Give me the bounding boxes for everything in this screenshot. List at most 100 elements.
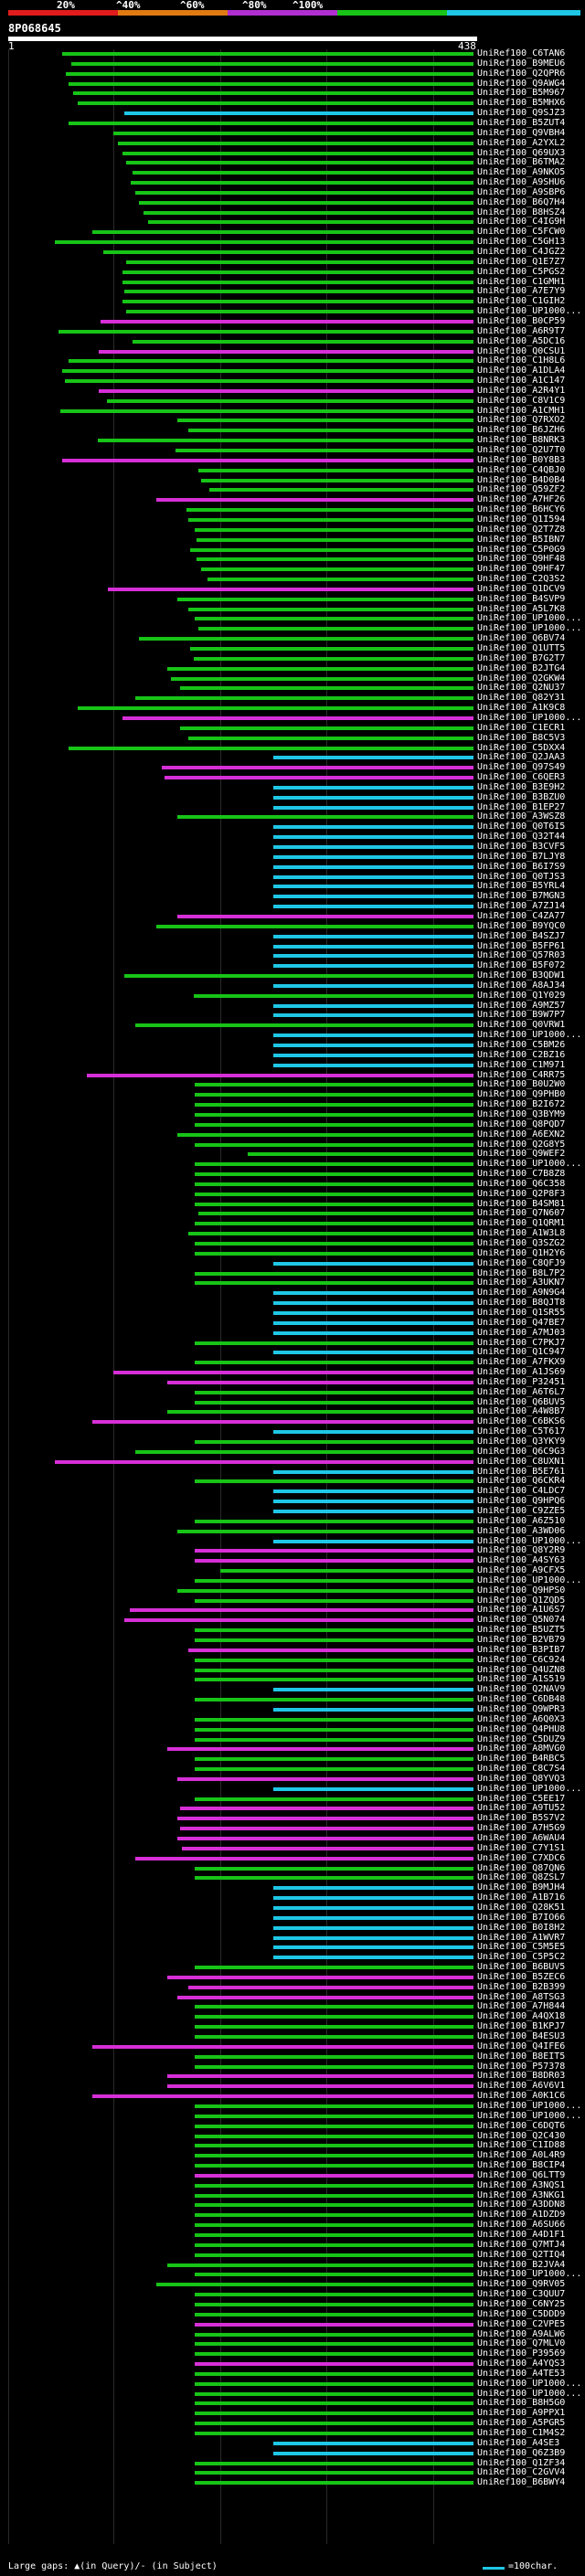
hit-label[interactable]: UniRef100_A7MJ03 (477, 1328, 566, 1338)
hit-bar[interactable] (98, 439, 473, 442)
hit-bar[interactable] (195, 2223, 473, 2227)
hit-bar[interactable] (188, 1986, 473, 1989)
hit-label[interactable]: UniRef100_B8H5G0 (477, 2398, 566, 2408)
hit-label[interactable]: UniRef100_UP1000... (477, 623, 582, 633)
hit-bar[interactable] (188, 737, 473, 740)
hit-bar[interactable] (195, 2164, 473, 2168)
hit-label[interactable]: UniRef100_C1M4S2 (477, 2428, 566, 2438)
hit-label[interactable]: UniRef100_UP1000... (477, 1784, 582, 1794)
hit-bar[interactable] (195, 1361, 473, 1364)
hit-label[interactable]: UniRef100_B1EP27 (477, 802, 566, 812)
hit-bar[interactable] (167, 1747, 473, 1751)
hit-bar[interactable] (139, 637, 473, 641)
hit-label[interactable]: UniRef100_Q1H2Y6 (477, 1248, 566, 1258)
hit-bar[interactable] (195, 1281, 473, 1285)
hit-label[interactable]: UniRef100_A0L4R9 (477, 2150, 566, 2160)
hit-bar[interactable] (162, 766, 473, 769)
hit-label[interactable]: UniRef100_B3E9H2 (477, 782, 566, 792)
hit-label[interactable]: UniRef100_C4IG9H (477, 217, 566, 227)
hit-bar[interactable] (195, 1401, 473, 1405)
hit-bar[interactable] (122, 270, 473, 274)
hit-bar[interactable] (144, 211, 473, 215)
hit-bar[interactable] (273, 1470, 473, 1474)
hit-bar[interactable] (177, 915, 473, 918)
hit-label[interactable]: UniRef100_B9MJH4 (477, 1882, 566, 1892)
hit-label[interactable]: UniRef100_B0I8H2 (477, 1923, 566, 1933)
hit-label[interactable]: UniRef100_UP1000... (477, 306, 582, 316)
hit-label[interactable]: UniRef100_B3PIB7 (477, 1645, 566, 1655)
hit-label[interactable]: UniRef100_C6TAN6 (477, 48, 566, 58)
hit-bar[interactable] (195, 1669, 473, 1672)
hit-label[interactable]: UniRef100_A1JS69 (477, 1367, 566, 1377)
hit-label[interactable]: UniRef100_C9ZZE5 (477, 1506, 566, 1516)
hit-label[interactable]: UniRef100_C1M971 (477, 1060, 566, 1070)
hit-label[interactable]: UniRef100_A7H5G9 (477, 1823, 566, 1833)
hit-label[interactable]: UniRef100_A7ZJ14 (477, 901, 566, 911)
hit-bar[interactable] (195, 2025, 473, 2029)
hit-bar[interactable] (195, 2144, 473, 2147)
hit-bar[interactable] (139, 201, 473, 205)
hit-label[interactable]: UniRef100_C1H8L6 (477, 355, 566, 366)
hit-label[interactable]: UniRef100_B5MHX6 (477, 98, 566, 108)
hit-label[interactable]: UniRef100_B3QDW1 (477, 970, 566, 981)
hit-bar[interactable] (273, 1430, 473, 1434)
hit-label[interactable]: UniRef100_A1U6S7 (477, 1605, 566, 1615)
hit-label[interactable]: UniRef100_B1KPJ7 (477, 2021, 566, 2031)
hit-label[interactable]: UniRef100_C7PKJ7 (477, 1338, 566, 1348)
hit-bar[interactable] (273, 984, 473, 988)
hit-label[interactable]: UniRef100_B5FP61 (477, 941, 566, 951)
hit-bar[interactable] (195, 1797, 473, 1801)
hit-label[interactable]: UniRef100_Q2G8Y5 (477, 1140, 566, 1150)
hit-bar[interactable] (195, 1479, 473, 1483)
hit-label[interactable]: UniRef100_C7Y1S1 (477, 1843, 566, 1853)
hit-bar[interactable] (62, 369, 473, 373)
hit-bar[interactable] (273, 1013, 473, 1017)
hit-label[interactable]: UniRef100_B2B399 (477, 1982, 566, 1992)
hit-bar[interactable] (195, 2065, 473, 2069)
hit-label[interactable]: UniRef100_C2Q3S2 (477, 574, 566, 584)
hit-bar[interactable] (195, 2422, 473, 2425)
hit-bar[interactable] (188, 429, 473, 432)
hit-label[interactable]: UniRef100_Q0VRW1 (477, 1020, 566, 1030)
hit-label[interactable]: UniRef100_UP1000... (477, 1575, 582, 1585)
hit-label[interactable]: UniRef100_A3NKG1 (477, 2190, 566, 2200)
hit-bar[interactable] (195, 2174, 473, 2178)
hit-label[interactable]: UniRef100_Q1ZQD5 (477, 1595, 566, 1606)
hit-bar[interactable] (195, 1440, 473, 1444)
hit-label[interactable]: UniRef100_A4TE53 (477, 2369, 566, 2379)
hit-bar[interactable] (273, 1896, 473, 1900)
hit-label[interactable]: UniRef100_A4QX18 (477, 2011, 566, 2021)
hit-label[interactable]: UniRef100_Q9SJZ3 (477, 108, 566, 118)
hit-bar[interactable] (195, 2055, 473, 2059)
hit-label[interactable]: UniRef100_A3WD06 (477, 1526, 566, 1536)
hit-label[interactable]: UniRef100_B7MGN3 (477, 891, 566, 901)
hit-bar[interactable] (182, 1847, 473, 1850)
hit-bar[interactable] (66, 72, 473, 76)
hit-bar[interactable] (273, 2452, 473, 2455)
hit-label[interactable]: UniRef100_A6Z510 (477, 1516, 566, 1526)
hit-bar[interactable] (273, 1321, 473, 1325)
hit-label[interactable]: UniRef100_C6C924 (477, 1655, 566, 1665)
hit-label[interactable]: UniRef100_C4RR75 (477, 1070, 566, 1080)
hit-bar[interactable] (273, 1311, 473, 1315)
hit-label[interactable]: UniRef100_C4QBJ0 (477, 465, 566, 475)
hit-bar[interactable] (133, 340, 473, 344)
hit-bar[interactable] (78, 706, 473, 710)
hit-label[interactable]: UniRef100_Q1C947 (477, 1347, 566, 1357)
hit-bar[interactable] (195, 1143, 473, 1147)
hit-bar[interactable] (195, 2125, 473, 2128)
hit-bar[interactable] (195, 1182, 473, 1186)
hit-label[interactable]: UniRef100_B7IO66 (477, 1913, 566, 1923)
hit-bar[interactable] (195, 1222, 473, 1225)
hit-label[interactable]: UniRef100_A4SY63 (477, 1555, 566, 1565)
hit-bar[interactable] (177, 1837, 473, 1840)
hit-label[interactable]: UniRef100_B2VB79 (477, 1635, 566, 1645)
hit-bar[interactable] (273, 1926, 473, 1930)
hit-bar[interactable] (273, 756, 473, 759)
hit-label[interactable]: UniRef100_C5DUZ9 (477, 1734, 566, 1744)
hit-bar[interactable] (69, 359, 473, 363)
hit-bar[interactable] (273, 964, 473, 968)
hit-label[interactable]: UniRef100_A5PGR5 (477, 2418, 566, 2428)
hit-bar[interactable] (198, 627, 473, 631)
hit-bar[interactable] (126, 310, 473, 313)
